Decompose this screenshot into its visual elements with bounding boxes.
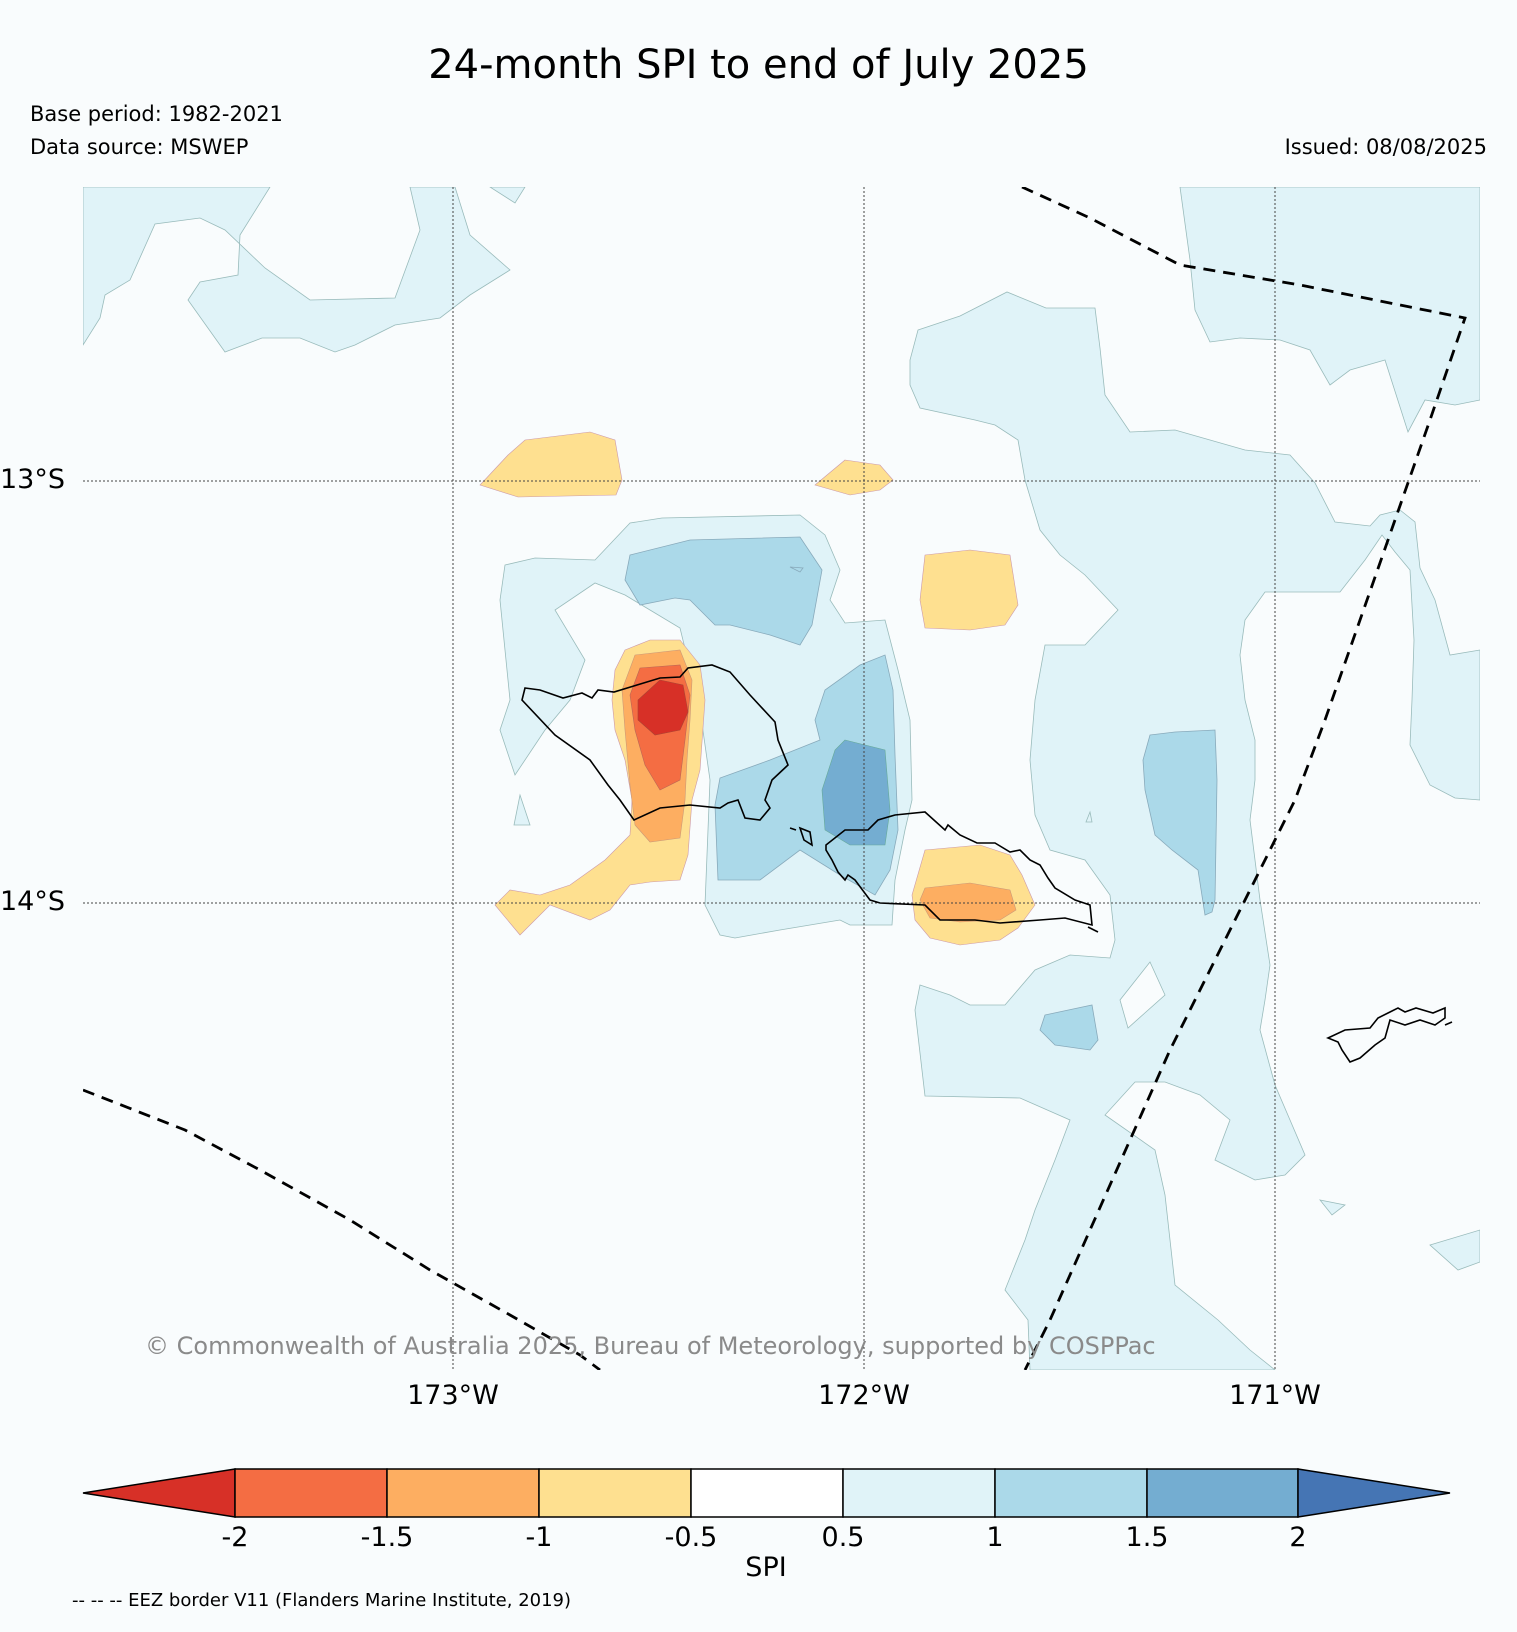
- colorbar-tick: 1.5: [1125, 1522, 1169, 1553]
- longitude-label-173w: 173°W: [407, 1380, 499, 1411]
- colorbar-bin: [386, 1468, 540, 1518]
- colorbar-bin: [234, 1468, 388, 1518]
- base-period: Base period: 1982-2021: [30, 102, 283, 126]
- colorbar-tick: -0.5: [664, 1522, 718, 1553]
- graticule: [83, 187, 1480, 1370]
- copyright-notice: © Commonwealth of Australia 2025, Bureau…: [145, 1332, 1156, 1360]
- longitude-label-172w: 172°W: [818, 1380, 910, 1411]
- colorbar-bin: [538, 1468, 692, 1518]
- colorbar-tick: 0.5: [821, 1522, 865, 1553]
- colorbar-bin: [994, 1468, 1148, 1518]
- data-source: Data source: MSWEP: [30, 135, 249, 159]
- longitude-label-171w: 171°W: [1229, 1380, 1321, 1411]
- latitude-label-14s: 14°S: [0, 886, 65, 917]
- spi-contours: [83, 187, 1480, 1370]
- colorbar-extend-high: [1297, 1468, 1451, 1518]
- colorbar-tick: -1: [525, 1522, 553, 1553]
- colorbar-tick: 1: [986, 1522, 1004, 1553]
- colorbar-bin: [842, 1468, 996, 1518]
- latitude-label-13s: 13°S: [0, 464, 65, 495]
- colorbar: [82, 1468, 1451, 1518]
- colorbar-bin: [690, 1468, 844, 1518]
- eez-border: [83, 187, 1467, 1370]
- colorbar-tick: -2: [221, 1522, 249, 1553]
- colorbar-bin: [1146, 1468, 1299, 1518]
- map-title: 24-month SPI to end of July 2025: [428, 42, 1089, 88]
- colorbar-tick: 2: [1289, 1522, 1307, 1553]
- colorbar-tick: -1.5: [360, 1522, 414, 1553]
- coastlines: [521, 664, 1453, 1063]
- colorbar-extend-low: [82, 1468, 236, 1518]
- colorbar-label: SPI: [745, 1552, 787, 1583]
- issued-date: Issued: 08/08/2025: [1284, 135, 1487, 159]
- eez-footnote: -- -- -- EEZ border V11 (Flanders Marine…: [72, 1590, 572, 1611]
